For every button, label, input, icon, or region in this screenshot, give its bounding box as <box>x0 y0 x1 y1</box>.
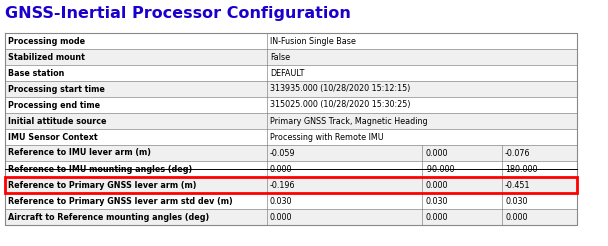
Text: 0.000: 0.000 <box>505 213 528 221</box>
Bar <box>5 177 577 193</box>
Text: False: False <box>270 52 290 62</box>
Bar <box>5 81 577 97</box>
Bar <box>5 161 577 177</box>
Bar <box>5 33 577 49</box>
Bar <box>5 145 577 161</box>
Text: 0.000: 0.000 <box>425 213 447 221</box>
Text: 313935.000 (10/28/2020 15:12:15): 313935.000 (10/28/2020 15:12:15) <box>270 84 410 93</box>
Text: Primary GNSS Track, Magnetic Heading: Primary GNSS Track, Magnetic Heading <box>270 117 427 125</box>
Bar <box>5 129 577 145</box>
Bar <box>5 209 577 225</box>
Bar <box>5 97 577 113</box>
Text: 0.000: 0.000 <box>270 213 292 221</box>
Text: Processing start time: Processing start time <box>8 84 105 93</box>
Text: Aircraft to Reference mounting angles (deg): Aircraft to Reference mounting angles (d… <box>8 213 209 221</box>
Bar <box>5 65 577 81</box>
Text: 0.000: 0.000 <box>425 181 447 189</box>
Bar <box>5 177 577 193</box>
Text: 0.030: 0.030 <box>270 197 292 205</box>
Text: IMU Sensor Context: IMU Sensor Context <box>8 133 98 141</box>
Bar <box>5 113 577 129</box>
Text: 0.030: 0.030 <box>425 197 447 205</box>
Text: 0.000: 0.000 <box>425 149 447 157</box>
Text: -90.000: -90.000 <box>425 165 455 173</box>
Text: 180.000: 180.000 <box>505 165 537 173</box>
Text: 315025.000 (10/28/2020 15:30:25): 315025.000 (10/28/2020 15:30:25) <box>270 101 410 109</box>
Text: -0.451: -0.451 <box>505 181 531 189</box>
Text: Reference to Primary GNSS lever arm (m): Reference to Primary GNSS lever arm (m) <box>8 181 196 189</box>
Bar <box>5 49 577 65</box>
Text: Reference to IMU lever arm (m): Reference to IMU lever arm (m) <box>8 149 151 157</box>
Text: 0.030: 0.030 <box>505 197 528 205</box>
Text: Processing with Remote IMU: Processing with Remote IMU <box>270 133 384 141</box>
Text: Reference to IMU mounting angles (deg): Reference to IMU mounting angles (deg) <box>8 165 192 173</box>
Text: DEFAULT: DEFAULT <box>270 68 305 77</box>
Text: Initial attitude source: Initial attitude source <box>8 117 106 125</box>
Text: -0.076: -0.076 <box>505 149 531 157</box>
Text: -0.196: -0.196 <box>270 181 295 189</box>
Text: Processing mode: Processing mode <box>8 36 85 46</box>
Text: Processing end time: Processing end time <box>8 101 100 109</box>
Text: IN-Fusion Single Base: IN-Fusion Single Base <box>270 36 356 46</box>
Text: Stabilized mount: Stabilized mount <box>8 52 85 62</box>
Bar <box>5 193 577 209</box>
Text: -0.059: -0.059 <box>270 149 295 157</box>
Text: Reference to Primary GNSS lever arm std dev (m): Reference to Primary GNSS lever arm std … <box>8 197 233 205</box>
Text: GNSS-Inertial Processor Configuration: GNSS-Inertial Processor Configuration <box>5 6 351 21</box>
Text: 0.000: 0.000 <box>270 165 292 173</box>
Text: Base station: Base station <box>8 68 64 77</box>
